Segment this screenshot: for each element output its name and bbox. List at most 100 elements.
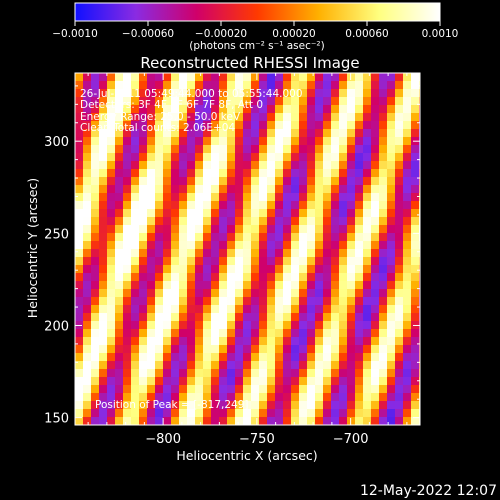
heatmap-cell — [187, 369, 196, 378]
heatmap-cell — [195, 385, 204, 394]
heatmap-cell — [299, 417, 308, 425]
heatmap-cell — [299, 273, 308, 282]
heatmap-cell — [251, 153, 260, 162]
heatmap-cell — [275, 81, 284, 90]
heatmap-cell — [379, 385, 388, 394]
heatmap-cell — [387, 385, 396, 394]
heatmap-cell — [99, 241, 108, 250]
heatmap-cell — [147, 409, 156, 418]
heatmap-cell — [323, 257, 332, 266]
heatmap-cell — [403, 369, 412, 378]
heatmap-cell — [227, 265, 236, 274]
heatmap-cell — [203, 169, 212, 178]
heatmap-cell — [363, 209, 372, 218]
heatmap-cell — [211, 393, 220, 402]
heatmap-cell — [347, 161, 356, 170]
annotation-time: 26-Jul-2011 05:49:44.000 to 05:55:44.000 — [80, 88, 303, 100]
heatmap-cell — [387, 249, 396, 258]
heatmap-cell — [131, 377, 140, 386]
heatmap-cell — [147, 313, 156, 322]
heatmap-cell — [403, 81, 412, 90]
heatmap-cell — [315, 89, 324, 98]
heatmap-cell — [219, 105, 228, 114]
heatmap-cell — [83, 305, 92, 314]
heatmap-cell — [163, 89, 172, 98]
heatmap-cell — [363, 313, 372, 322]
heatmap-cell — [251, 185, 260, 194]
heatmap-cell — [291, 73, 300, 82]
heatmap-cell — [307, 345, 316, 354]
heatmap-cell — [251, 265, 260, 274]
heatmap-cell — [219, 401, 228, 410]
heatmap-cell — [83, 353, 92, 362]
heatmap-cell — [387, 81, 396, 90]
heatmap-cell — [379, 129, 388, 138]
heatmap-cell — [219, 169, 228, 178]
heatmap-cell — [147, 121, 156, 130]
heatmap-cell — [203, 105, 212, 114]
heatmap-cell — [155, 305, 164, 314]
heatmap-cell — [331, 305, 340, 314]
heatmap-cell — [187, 241, 196, 250]
heatmap-cell — [251, 89, 260, 98]
heatmap-cell — [331, 153, 340, 162]
heatmap-cell — [283, 353, 292, 362]
colorbar-tick-label: 0.00060 — [345, 28, 388, 40]
heatmap-cell — [371, 377, 380, 386]
heatmap-cell — [267, 313, 276, 322]
heatmap-cell — [371, 105, 380, 114]
heatmap-cell — [299, 257, 308, 266]
heatmap-cell — [219, 121, 228, 130]
heatmap-cell — [291, 193, 300, 202]
heatmap-cell — [387, 273, 396, 282]
heatmap-cell — [91, 225, 100, 234]
heatmap-cell — [267, 153, 276, 162]
heatmap-cell — [195, 153, 204, 162]
heatmap-cell — [123, 233, 132, 242]
heatmap-cell — [347, 81, 356, 90]
heatmap-cell — [235, 105, 244, 114]
heatmap-cell — [187, 297, 196, 306]
heatmap-cell — [83, 337, 92, 346]
heatmap-cell — [259, 377, 268, 386]
heatmap-cell — [139, 337, 148, 346]
heatmap-cell — [347, 97, 356, 106]
heatmap-cell — [275, 105, 284, 114]
heatmap-cell — [235, 233, 244, 242]
heatmap-cell — [179, 201, 188, 210]
heatmap-cell — [219, 97, 228, 106]
heatmap-cell — [99, 233, 108, 242]
heatmap-cell — [91, 369, 100, 378]
heatmap-cell — [411, 385, 420, 394]
heatmap-cell — [347, 337, 356, 346]
heatmap-cell — [131, 249, 140, 258]
heatmap-cell — [355, 201, 364, 210]
heatmap-cell — [235, 409, 244, 418]
heatmap-cell — [411, 265, 420, 274]
heatmap-cell — [171, 345, 180, 354]
heatmap-cell — [339, 409, 348, 418]
heatmap-cell — [203, 305, 212, 314]
heatmap-cell — [195, 361, 204, 370]
heatmap-cell — [235, 89, 244, 98]
heatmap-cell — [131, 361, 140, 370]
heatmap-cell — [195, 313, 204, 322]
heatmap-cell — [195, 169, 204, 178]
heatmap-cell — [275, 233, 284, 242]
heatmap-cell — [107, 145, 116, 154]
heatmap-cell — [163, 105, 172, 114]
heatmap-cell — [275, 225, 284, 234]
heatmap-cell — [131, 113, 140, 122]
heatmap-cell — [131, 81, 140, 90]
heatmap-cell — [251, 297, 260, 306]
heatmap-cell — [99, 289, 108, 298]
heatmap-cell — [243, 193, 252, 202]
heatmap-cell — [211, 305, 220, 314]
heatmap-cell — [179, 345, 188, 354]
heatmap-cell — [147, 241, 156, 250]
heatmap-cell — [403, 377, 412, 386]
heatmap-cell — [179, 353, 188, 362]
heatmap-cell — [395, 81, 404, 90]
heatmap-cell — [171, 305, 180, 314]
colorbar-tick-label: 0.00020 — [272, 28, 315, 40]
